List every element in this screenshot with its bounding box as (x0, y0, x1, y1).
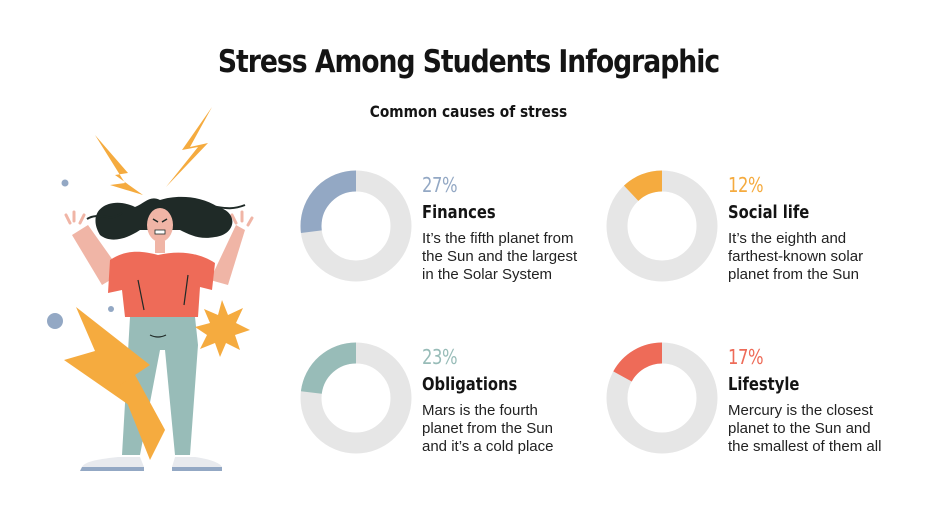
item-title: Lifestyle (728, 374, 800, 395)
page-subtitle: Common causes of stress (369, 102, 568, 121)
description-line: It’s the fifth planet from (422, 230, 574, 247)
stressed-student-illustration (47, 107, 254, 471)
donut-chart-social-life (606, 170, 718, 282)
donut-segment (300, 170, 412, 282)
donut-segment (606, 170, 718, 282)
page-title: Stress Among Students Infographic (217, 44, 720, 80)
description-line: in the Solar System (422, 266, 553, 283)
item-title: Social life (728, 202, 810, 223)
description-line: planet from the Sun (422, 420, 553, 437)
description-line: the Sun and the largest (422, 248, 578, 265)
lightning-bolt-icon (166, 107, 212, 187)
stat-item-social-life: 12% Social life It’s the eighth and fart… (606, 170, 906, 290)
percent-label: 23% (422, 345, 458, 369)
lightning-bolt-icon (120, 375, 165, 460)
stat-item-obligations: 23% Obligations Mars is the fourth plane… (300, 342, 600, 462)
item-description: It’s the eighth and farthest-known solar… (728, 230, 908, 284)
stat-item-finances: 27% Finances It’s the fifth planet from … (300, 170, 600, 290)
item-description: Mars is the fourth planet from the Sun a… (422, 402, 602, 456)
description-line: planet from the Sun (728, 266, 859, 283)
donut-chart-finances (300, 170, 412, 282)
description-line: the smallest of them all (728, 438, 882, 455)
donut-segment (606, 342, 718, 454)
dot-decoration (61, 179, 69, 187)
percent-label: 17% (728, 345, 764, 369)
donut-chart-obligations (300, 342, 412, 454)
lightning-bolt-icon (95, 135, 143, 195)
item-description: Mercury is the closest planet to the Sun… (728, 402, 908, 456)
starburst-icon (195, 300, 250, 357)
description-line: and it’s a cold place (422, 438, 554, 455)
description-line: Mars is the fourth (422, 402, 538, 419)
dot-decoration (108, 306, 114, 312)
donut-chart-lifestyle (606, 342, 718, 454)
item-title: Obligations (422, 374, 518, 395)
stat-item-lifestyle: 17% Lifestyle Mercury is the closest pla… (606, 342, 906, 462)
description-line: Mercury is the closest (728, 402, 874, 419)
item-description: It’s the fifth planet from the Sun and t… (422, 230, 602, 284)
item-title: Finances (422, 202, 496, 223)
percent-label: 12% (728, 173, 764, 197)
description-line: It’s the eighth and (728, 230, 847, 247)
donut-segment (300, 342, 412, 454)
dot-decoration (47, 313, 63, 329)
percent-label: 27% (422, 173, 458, 197)
description-line: planet to the Sun and (728, 420, 871, 437)
description-line: farthest-known solar (728, 248, 864, 265)
